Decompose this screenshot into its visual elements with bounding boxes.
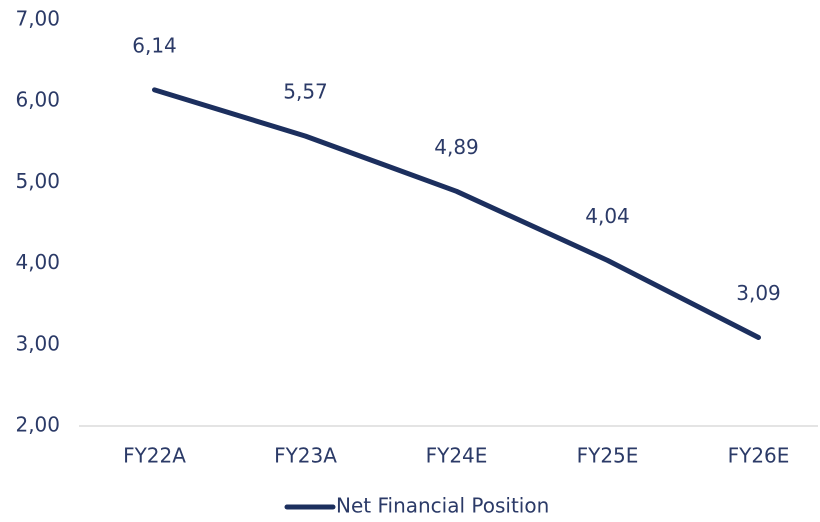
x-tick-label: FY23A	[274, 444, 337, 468]
y-tick-label: 7,00	[15, 7, 60, 31]
data-label: 4,89	[434, 135, 479, 159]
line	[152, 87, 761, 340]
data-label: 3,09	[736, 281, 781, 305]
y-tick-label: 2,00	[15, 413, 60, 437]
data-label: 5,57	[283, 80, 328, 104]
x-tick-label: FY24E	[426, 444, 488, 468]
x-tick-label: FY22A	[123, 444, 186, 468]
y-tick-label: 3,00	[15, 331, 60, 355]
y-tick-label: 4,00	[15, 250, 60, 274]
y-tick-label: 5,00	[15, 169, 60, 193]
x-tick-label: FY25E	[577, 444, 639, 468]
y-tick-label: 6,00	[15, 88, 60, 112]
data-label: 6,14	[132, 33, 177, 57]
x-tick-label: FY26E	[728, 444, 790, 468]
legend-label: Net Financial Position	[336, 494, 549, 518]
data-label: 4,04	[585, 204, 630, 228]
